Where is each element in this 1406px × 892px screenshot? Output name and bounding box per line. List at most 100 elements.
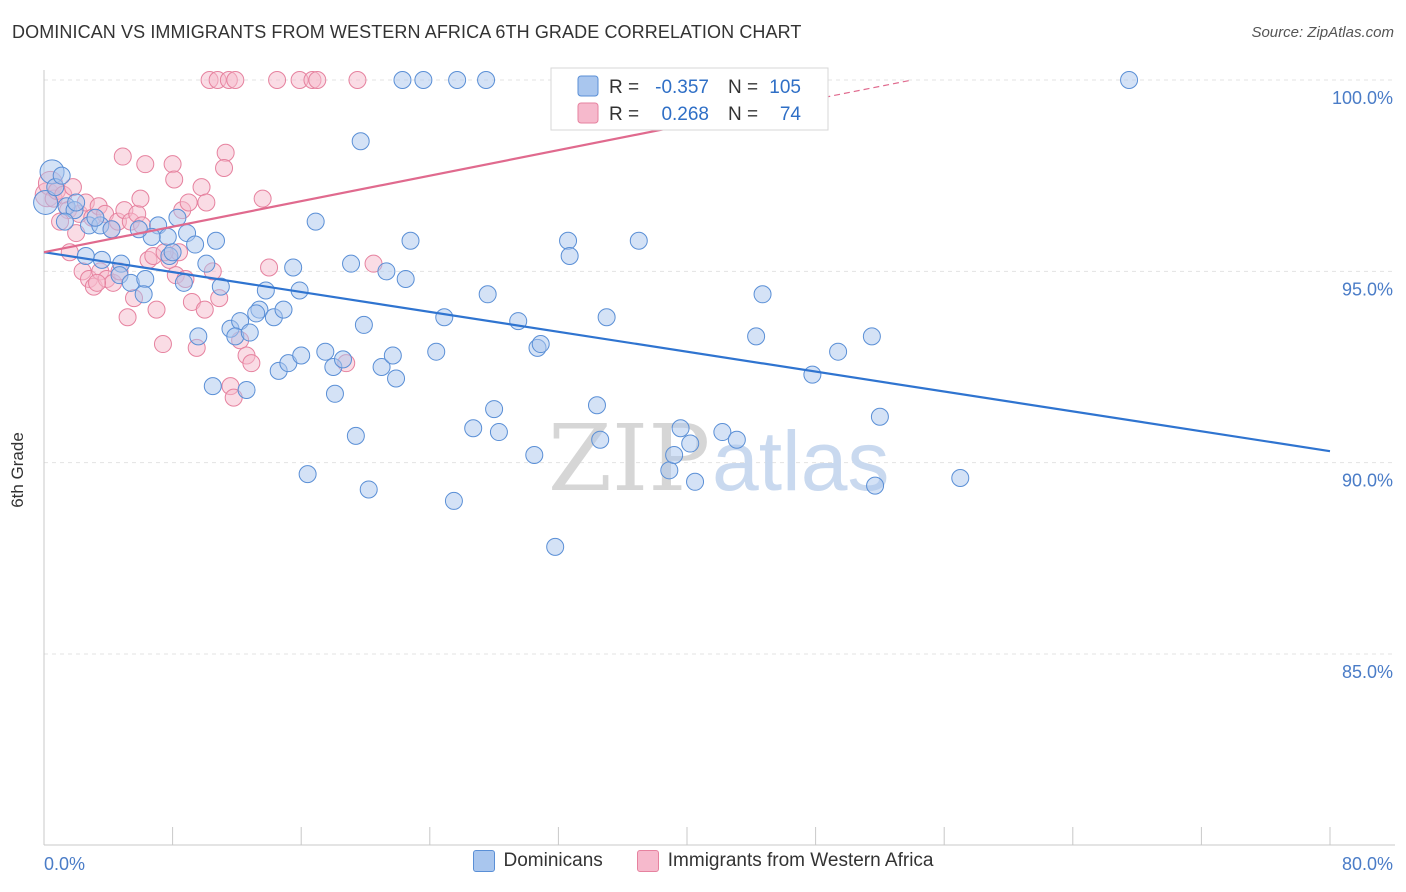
- blue-point-50: [351, 132, 370, 151]
- blue-point-52: [359, 480, 378, 499]
- pink-point-70: [179, 193, 198, 212]
- blue-point-65: [464, 419, 483, 438]
- blue-point-37: [274, 300, 293, 319]
- blue-point-79: [591, 430, 610, 449]
- blue-point-85: [681, 434, 700, 453]
- blue-point-66: [477, 71, 496, 89]
- blue-point-46: [325, 384, 344, 403]
- blue-point-78: [587, 396, 606, 415]
- blue-point-80: [597, 308, 616, 327]
- blue-point-47: [333, 350, 352, 369]
- legend-item-western-africa[interactable]: Immigrants from Western Africa: [636, 850, 934, 872]
- blue-point-43: [306, 212, 325, 231]
- blue-point-53: [372, 358, 391, 376]
- blue-point-24: [197, 254, 216, 273]
- stats-legend: R = -0.357 N = 105 R = 0.268 N = 74: [550, 67, 829, 131]
- blue-point-76: [560, 247, 579, 266]
- stats-r-value-blue: -0.357: [655, 77, 709, 98]
- pink-point-56: [163, 155, 182, 174]
- blue-point-83: [665, 446, 684, 465]
- blue-point-9: [102, 220, 121, 239]
- x-tick-labels: 0.0% 80.0%: [44, 854, 1393, 874]
- blue-point-23: [186, 235, 205, 254]
- pink-point-67: [88, 273, 107, 292]
- blue-point-61: [427, 342, 446, 361]
- pink-point-46: [215, 159, 234, 178]
- blue-point-25: [207, 231, 226, 250]
- blue-point-77: [546, 537, 565, 556]
- chart-title: DOMINICAN VS IMMIGRANTS FROM WESTERN AFR…: [12, 22, 802, 42]
- pink-point-53: [260, 258, 279, 277]
- pink-point-41: [192, 178, 211, 197]
- blue-point-42: [298, 465, 317, 484]
- y-tick-label-95: 95.0%: [1342, 279, 1393, 299]
- stats-r-label-pink: R =: [609, 104, 639, 125]
- blue-point-90: [753, 285, 772, 304]
- legend-item-dominicans[interactable]: Dominicans: [472, 850, 603, 872]
- blue-point-88: [727, 430, 746, 449]
- trend-line-pink: [43, 123, 688, 254]
- legend-swatch-dominicans: [472, 850, 495, 872]
- blue-point-54: [377, 262, 396, 281]
- blue-point-59: [401, 231, 420, 250]
- y-tick-label-85: 85.0%: [1342, 662, 1393, 682]
- blue-point-33: [240, 323, 259, 342]
- blue-point-103: [247, 304, 266, 323]
- blue-point-62: [435, 308, 454, 327]
- x-tick-label-80: 80.0%: [1342, 854, 1393, 874]
- stats-legend-swatch-blue: [577, 75, 599, 97]
- pink-point-42: [197, 193, 216, 212]
- blue-point-102: [86, 208, 105, 227]
- pink-point-62: [268, 71, 287, 89]
- pink-point-28: [118, 308, 137, 327]
- blue-point-92: [829, 342, 848, 361]
- legend-label-western-africa: Immigrants from Western Africa: [667, 850, 934, 871]
- pink-point-65: [308, 71, 327, 89]
- blue-point-44: [316, 342, 335, 361]
- blue-point-98: [55, 212, 74, 231]
- blue-point-99: [76, 247, 95, 266]
- blue-point-17: [158, 227, 177, 246]
- legend-swatch-western-africa: [636, 850, 659, 872]
- stats-n-label-blue: N =: [728, 77, 758, 98]
- blue-point-95: [870, 407, 889, 426]
- pink-point-55: [136, 155, 155, 174]
- blue-point-67: [478, 285, 497, 304]
- blue-point-32: [237, 380, 256, 399]
- blue-point-51: [354, 315, 373, 334]
- watermark: ZIP atlas: [548, 405, 889, 512]
- blue-point-49: [346, 426, 365, 445]
- blue-point-87: [713, 423, 732, 442]
- blue-point-27: [189, 327, 208, 346]
- pink-point-52: [253, 189, 272, 208]
- pink-point-54: [113, 147, 132, 166]
- blue-point-40: [284, 258, 303, 277]
- x-tick-label-0: 0.0%: [44, 854, 85, 874]
- watermark-atlas: atlas: [712, 414, 889, 508]
- blue-point-63: [444, 491, 463, 510]
- blue-point-72: [531, 335, 550, 354]
- blue-point-69: [489, 423, 508, 442]
- pink-point-68: [131, 189, 150, 208]
- blue-point-56: [387, 369, 406, 388]
- blue-point-89: [747, 327, 766, 346]
- blue-point-93: [862, 327, 881, 346]
- pink-point-33: [153, 335, 172, 354]
- pink-point-32: [147, 300, 166, 319]
- blue-point-26: [211, 277, 230, 296]
- pink-point-71: [195, 300, 214, 319]
- blue-point-94: [866, 476, 885, 495]
- series-legend: Dominicans Immigrants from Western Afric…: [0, 850, 1406, 872]
- y-tick-label-100: 100.0%: [1332, 88, 1393, 108]
- blue-point-57: [393, 71, 412, 89]
- blue-point-75: [559, 231, 578, 250]
- blue-point-82: [660, 461, 679, 480]
- blue-point-91: [803, 365, 822, 384]
- blue-point-73: [525, 446, 544, 465]
- blue-point-60: [414, 71, 433, 89]
- blue-point-97: [1120, 71, 1139, 89]
- y-tick-labels: 85.0% 90.0% 95.0% 100.0%: [1332, 88, 1393, 682]
- blue-point-84: [671, 419, 690, 438]
- pink-point-66: [348, 71, 367, 89]
